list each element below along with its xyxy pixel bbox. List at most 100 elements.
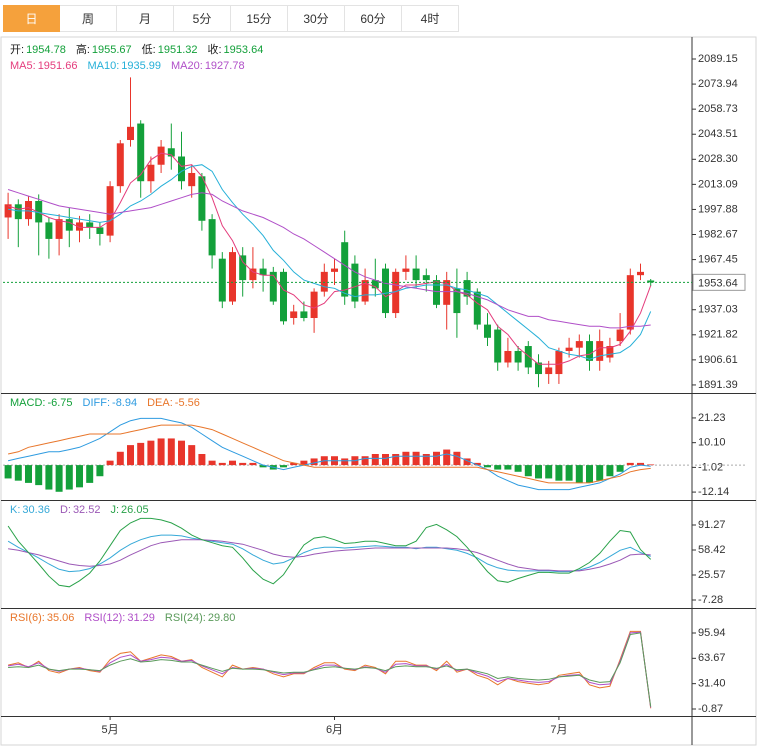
candle-body xyxy=(422,275,430,281)
candle-body xyxy=(453,288,461,314)
macd-bar xyxy=(341,458,349,466)
macd-bar xyxy=(35,465,43,486)
macd-bar xyxy=(412,451,420,466)
ohlc-label: 收: xyxy=(207,44,222,56)
candle-body xyxy=(504,350,512,363)
ma-line xyxy=(8,164,652,360)
macd-bar xyxy=(596,465,604,481)
legend-value: 31.29 xyxy=(127,612,155,624)
candle-body xyxy=(65,219,73,231)
candle-body xyxy=(412,268,420,281)
macd-bar xyxy=(565,465,573,481)
macd-bar xyxy=(586,465,593,483)
y-tick-label: 1921.82 xyxy=(698,329,738,341)
macd-bar xyxy=(626,462,634,466)
legend-value: 26.05 xyxy=(121,504,149,516)
period-tab[interactable]: 周 xyxy=(60,5,117,32)
macd-bar xyxy=(218,462,226,466)
candle-body xyxy=(249,268,257,281)
y-tick-label: 31.40 xyxy=(698,678,726,690)
candle-body xyxy=(55,219,63,239)
macd-bar xyxy=(463,458,471,466)
legend-label: RSI(12): xyxy=(84,612,126,624)
indicator-line xyxy=(8,539,651,572)
macd-bar xyxy=(616,465,624,472)
y-tick-label: 2043.51 xyxy=(698,128,738,140)
macd-bar xyxy=(402,451,410,466)
macd-bar xyxy=(147,440,155,466)
period-tab[interactable]: 15分 xyxy=(231,5,288,32)
legend-value: -5.56 xyxy=(174,397,200,409)
legend-label: J: xyxy=(110,504,120,516)
ohlc-value: 1955.67 xyxy=(91,44,132,56)
macd-bar xyxy=(188,445,196,466)
macd-bar xyxy=(545,465,553,479)
candle-body xyxy=(596,341,604,361)
macd-bar xyxy=(310,458,318,466)
macd-bar xyxy=(14,465,22,481)
period-tab[interactable]: 30分 xyxy=(288,5,345,32)
legend-value: 1935.99 xyxy=(121,60,162,72)
indicator-line xyxy=(7,630,652,709)
candle-body xyxy=(239,255,247,281)
macd-bar xyxy=(25,465,32,483)
ma-readout: MA5: 1951.66 MA10: 1935.99 MA20: 1927.78 xyxy=(10,60,273,72)
candle-body xyxy=(463,280,471,297)
y-tick-label: 2013.09 xyxy=(698,178,738,190)
y-tick-label: 91.27 xyxy=(698,519,726,531)
legend-value: 30.36 xyxy=(22,504,50,516)
period-tabs: 日周月 5分 15分 30分 60分 4时 xyxy=(3,5,459,32)
macd-bar xyxy=(575,465,583,483)
period-tab[interactable]: 60分 xyxy=(345,5,402,32)
readout: MACD: -6.75 DIFF: -8.94 DEA: -5.56 xyxy=(10,397,210,409)
macd-bar xyxy=(127,445,134,466)
macd-bar xyxy=(453,451,461,466)
y-tick-label: -7.28 xyxy=(698,594,723,606)
y-tick-label: 63.67 xyxy=(698,652,726,664)
y-tick-label: 1891.39 xyxy=(698,379,738,391)
macd-bar xyxy=(484,465,491,468)
frame xyxy=(0,36,757,746)
candle-body xyxy=(178,156,185,182)
macd-bar xyxy=(116,451,124,466)
y-tick-label: 2089.15 xyxy=(698,53,738,65)
y-tick-label: 1967.45 xyxy=(698,253,738,265)
candle-body xyxy=(300,311,308,319)
candle-body xyxy=(565,347,573,351)
candle-body xyxy=(351,263,359,302)
macd-bar xyxy=(647,464,655,466)
candle-body xyxy=(524,346,532,368)
legend-label: RSI(24): xyxy=(164,612,206,624)
macd-bar xyxy=(494,465,502,470)
indicator-line xyxy=(7,517,652,588)
period-tab[interactable]: 日 xyxy=(3,5,60,32)
legend-label: DIFF: xyxy=(82,397,111,409)
macd-bar xyxy=(443,449,451,466)
period-tab[interactable]: 4时 xyxy=(402,5,459,32)
ohlc-readout: 开: 1954.78 高: 1955.67 低: 1951.32 收: 1953.64 xyxy=(10,41,273,57)
y-tick-label: -1.02 xyxy=(698,461,723,473)
y-tick-label: -12.14 xyxy=(698,486,729,498)
macd-line xyxy=(7,417,651,491)
macd-bar xyxy=(259,465,267,468)
candle-body xyxy=(86,222,94,228)
legend-value: -6.75 xyxy=(47,397,73,409)
candle-body xyxy=(208,219,216,256)
candle-body xyxy=(35,200,43,223)
candle-body xyxy=(535,362,542,375)
candle-body xyxy=(616,329,624,342)
candle-body xyxy=(331,268,338,272)
period-tab[interactable]: 5分 xyxy=(174,5,231,32)
macd-bar xyxy=(382,454,389,466)
macd-bar xyxy=(96,465,104,477)
y-tick-label: 1937.03 xyxy=(698,304,738,316)
candle-body xyxy=(96,227,104,234)
macd-bar xyxy=(433,451,440,466)
macd-bar xyxy=(524,465,532,477)
candle-body xyxy=(443,280,451,305)
period-tab[interactable]: 月 xyxy=(117,5,174,32)
indicator-line xyxy=(8,632,652,707)
legend-label: MA10: xyxy=(87,60,120,72)
candle-body xyxy=(514,350,522,363)
